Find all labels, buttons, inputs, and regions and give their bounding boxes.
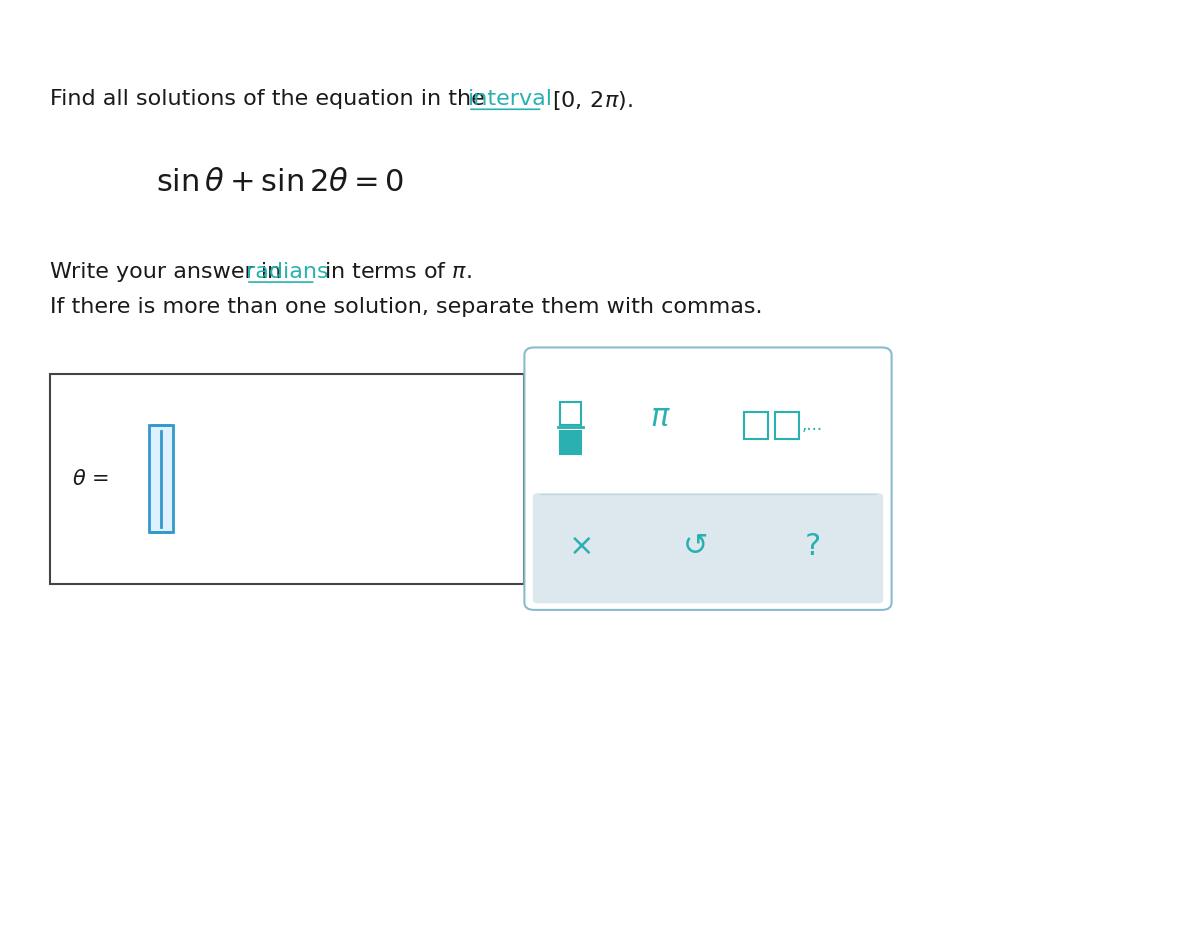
Text: If there is more than one solution, separate them with commas.: If there is more than one solution, sepa… bbox=[50, 297, 763, 317]
Text: $\left[0,\,2\pi\right)$.: $\left[0,\,2\pi\right)$. bbox=[545, 89, 632, 112]
Text: ?: ? bbox=[804, 532, 821, 561]
Text: Find all solutions of the equation in the: Find all solutions of the equation in th… bbox=[50, 89, 499, 108]
Text: ↺: ↺ bbox=[683, 532, 709, 561]
FancyBboxPatch shape bbox=[744, 413, 768, 439]
FancyBboxPatch shape bbox=[149, 425, 173, 532]
Text: in terms of $\pi$.: in terms of $\pi$. bbox=[317, 262, 472, 281]
FancyBboxPatch shape bbox=[50, 374, 524, 584]
Text: $\pi$: $\pi$ bbox=[649, 403, 671, 432]
Text: $\theta$ =: $\theta$ = bbox=[72, 469, 109, 488]
FancyBboxPatch shape bbox=[560, 432, 581, 455]
Text: ×: × bbox=[569, 532, 595, 561]
FancyBboxPatch shape bbox=[775, 413, 799, 439]
FancyBboxPatch shape bbox=[524, 347, 892, 610]
Text: Write your answer in: Write your answer in bbox=[50, 262, 289, 281]
Text: ,...: ,... bbox=[802, 417, 823, 434]
FancyBboxPatch shape bbox=[533, 493, 883, 603]
FancyBboxPatch shape bbox=[560, 402, 581, 426]
Text: interval: interval bbox=[468, 89, 553, 108]
Text: radians: radians bbox=[246, 262, 329, 281]
Text: $\sin\theta + \sin 2\theta = 0$: $\sin\theta + \sin 2\theta = 0$ bbox=[156, 168, 404, 197]
